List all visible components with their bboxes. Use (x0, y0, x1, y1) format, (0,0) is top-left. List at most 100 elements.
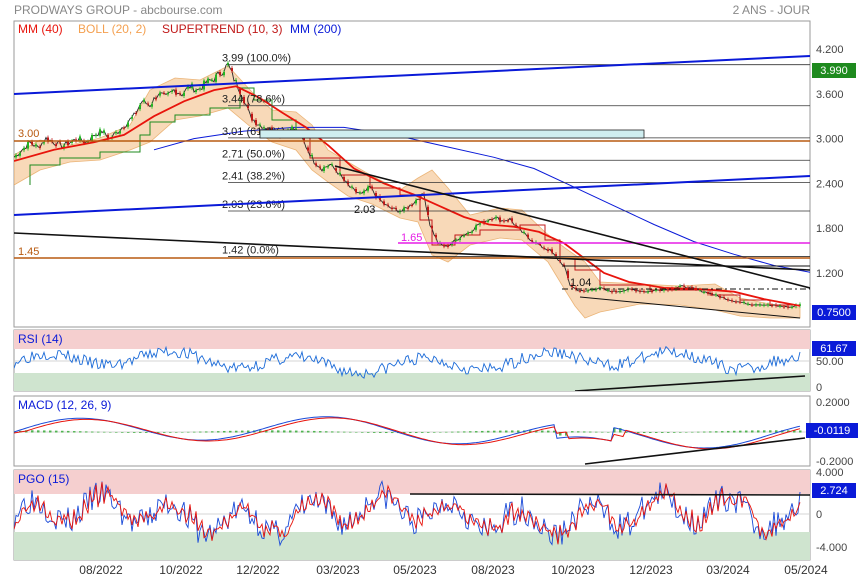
candle-body (415, 200, 417, 204)
macd-hist-bar (571, 431, 574, 433)
candle-body (779, 305, 781, 307)
candle-body (251, 113, 253, 121)
x-tick-label: 12/2023 (629, 563, 673, 577)
macd-hist-bar (373, 432, 376, 433)
macd-hist-bar (121, 432, 124, 433)
candle-body (611, 291, 613, 293)
macd-hist-bar (775, 430, 778, 433)
candle-body (455, 239, 457, 241)
macd-hist-bar (493, 430, 496, 433)
candle-body (143, 99, 145, 102)
candle-body (743, 302, 745, 304)
macd-hist-bar (187, 431, 190, 433)
candle-body (331, 164, 333, 166)
candle-body (159, 92, 161, 96)
candle-body (295, 128, 297, 130)
candle-body (407, 207, 409, 209)
candle-body (231, 68, 233, 72)
macd-hist-bar (271, 430, 274, 433)
rsi-panel (14, 330, 810, 391)
candle-body (607, 290, 609, 292)
candle-body (551, 249, 553, 253)
candle-body (595, 289, 597, 291)
candle-body (655, 289, 657, 291)
macd-hist-bar (355, 432, 358, 433)
macd-hist-bar (649, 432, 652, 434)
candle-body (359, 192, 361, 194)
candle-body (619, 291, 621, 293)
candle-body (647, 291, 649, 293)
macd-hist-bar (415, 432, 418, 433)
candle-body (671, 288, 673, 290)
candle-body (467, 232, 469, 235)
candle-body (751, 304, 753, 306)
price-y-tick: 1.800 (816, 223, 844, 235)
macd-hist-bar (679, 432, 682, 433)
macd-hist-bar (385, 432, 388, 434)
macd-hist-bar (535, 430, 538, 433)
macd-hist-bar (73, 431, 76, 433)
candle-body (175, 89, 177, 95)
candle-body (579, 290, 581, 292)
candle-body (103, 130, 105, 133)
candle-body (719, 295, 721, 298)
rsi-overbought-zone (14, 330, 810, 349)
candle-body (155, 97, 157, 100)
x-tick-label: 10/2023 (551, 563, 595, 577)
macd-panel-frame (13, 395, 811, 467)
candle-body (475, 225, 477, 230)
price-last-badge-2: 0.7500 (812, 305, 856, 320)
blue-channel-top (14, 55, 810, 95)
macd-hist-bar (475, 431, 478, 433)
candle-body (499, 217, 501, 222)
macd-hist-bar (697, 431, 700, 433)
candle-body (387, 204, 389, 206)
rsi-tick-50: 50.00 (816, 356, 844, 368)
pgo-lower-zone (14, 532, 810, 560)
legend-mm200: MM (200) (290, 22, 341, 36)
x-tick-label: 12/2022 (236, 563, 280, 577)
macd-hist-bar (547, 430, 550, 433)
mm40-line (14, 85, 801, 307)
candle-body (223, 71, 225, 76)
macd-hist-bar (787, 430, 790, 433)
price-y-tick: 2.400 (816, 178, 844, 190)
x-tick-label: 03/2023 (316, 563, 360, 577)
macd-hist-bar (433, 432, 436, 433)
candle-body (679, 286, 681, 288)
candle-body (67, 141, 69, 146)
candle-body (367, 186, 369, 191)
candle-body (243, 96, 245, 104)
candle-body (307, 147, 309, 151)
macd-hist-bar (565, 432, 568, 436)
candle-body (167, 92, 169, 95)
candle-body (375, 193, 377, 198)
candle-body (303, 137, 305, 142)
level-1-04-label: 1.04 (570, 277, 591, 289)
candle-body (95, 134, 97, 136)
candle-body (539, 243, 541, 245)
candle-body (683, 285, 685, 287)
x-tick-label: 08/2023 (471, 563, 515, 577)
candle-body (659, 290, 661, 292)
macd-hist-bar (757, 430, 760, 433)
macd-hist-bar (715, 431, 718, 433)
macd-hist-bar (157, 432, 160, 433)
macd-hist-bar (235, 430, 238, 433)
pgo-tick-bottom: -4.000 (816, 542, 847, 554)
candle-body (259, 124, 261, 126)
macd-hist-bar (499, 430, 502, 433)
candle-body (75, 139, 77, 141)
candle-body (775, 305, 777, 307)
candle-body (355, 189, 357, 193)
macd-hist-bar (139, 432, 142, 433)
candle-body (171, 90, 173, 92)
candle-body (35, 144, 37, 147)
macd-hist-bar (193, 431, 196, 433)
candle-body (667, 289, 669, 291)
candle-body (791, 306, 793, 308)
macd-hist-bar (43, 430, 46, 433)
candle-body (435, 234, 437, 238)
candle-body (567, 270, 569, 279)
candle-body (63, 145, 65, 149)
